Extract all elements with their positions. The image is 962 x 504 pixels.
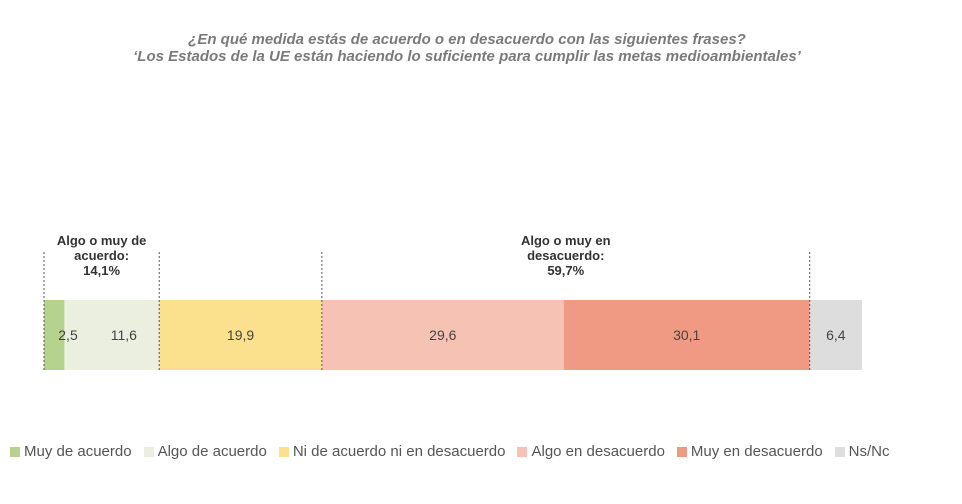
legend-label-0: Muy de acuerdo [24,443,132,460]
legend-swatch-4 [676,446,687,457]
bar-segment-5 [809,300,862,370]
legend-swatch-0 [10,446,20,457]
data-label-5: 6,4 [826,327,846,343]
annotation-0-line-0: Algo o muy de [57,233,147,248]
data-label-4: 30,1 [673,327,700,343]
legend-item-1: Algo de acuerdo [143,443,267,460]
chart-title-line-1: ¿En qué medida estás de acuerdo o en des… [188,31,746,48]
legend-item-3: Algo en desacuerdo [517,443,665,460]
annotation-1-line-2: 59,7% [547,263,584,278]
bar-segment-1 [64,300,160,370]
legend-item-2: Ni de acuerdo ni en desacuerdo [278,443,506,460]
legend-swatch-2 [278,446,289,457]
legend-label-5: Ns/Nc [848,443,890,460]
bar-segment-4 [563,300,810,370]
chart-legend: Muy de acuerdo Algo de acuerdo Ni de acuer… [10,443,902,460]
legend-swatch-1 [143,446,154,457]
chart-title-line-2: ‘Los Estados de la UE están haciendo lo … [133,48,801,65]
bar-segment-2 [159,300,322,370]
data-label-2: 19,9 [227,327,254,343]
data-label-3: 29,6 [429,327,456,343]
legend-label-3: Algo en desacuerdo [531,443,665,460]
bar-segment-3 [321,300,564,370]
legend-swatch-5 [834,446,845,457]
legend-label-1: Algo de acuerdo [157,443,267,460]
annotation-0-line-2: 14,1% [83,263,120,278]
legend-label-2: Ni de acuerdo ni en desacuerdo [292,443,506,460]
legend-label-4: Muy en desacuerdo [690,443,823,460]
legend-item-4: Muy en desacuerdo [676,443,823,460]
annotation-1-line-1: desacuerdo: [527,248,604,263]
legend-item-0: Muy de acuerdo [10,443,132,460]
legend-item-5: Ns/Nc [834,443,890,460]
legend-swatch-3 [517,446,528,457]
annotation-1-line-0: Algo o muy en [521,233,611,248]
annotation-0-line-1: acuerdo: [74,248,129,263]
data-label-1: 11,6 [111,327,137,343]
bar-segment-0 [44,300,65,370]
data-label-0: 2,5 [58,327,78,343]
